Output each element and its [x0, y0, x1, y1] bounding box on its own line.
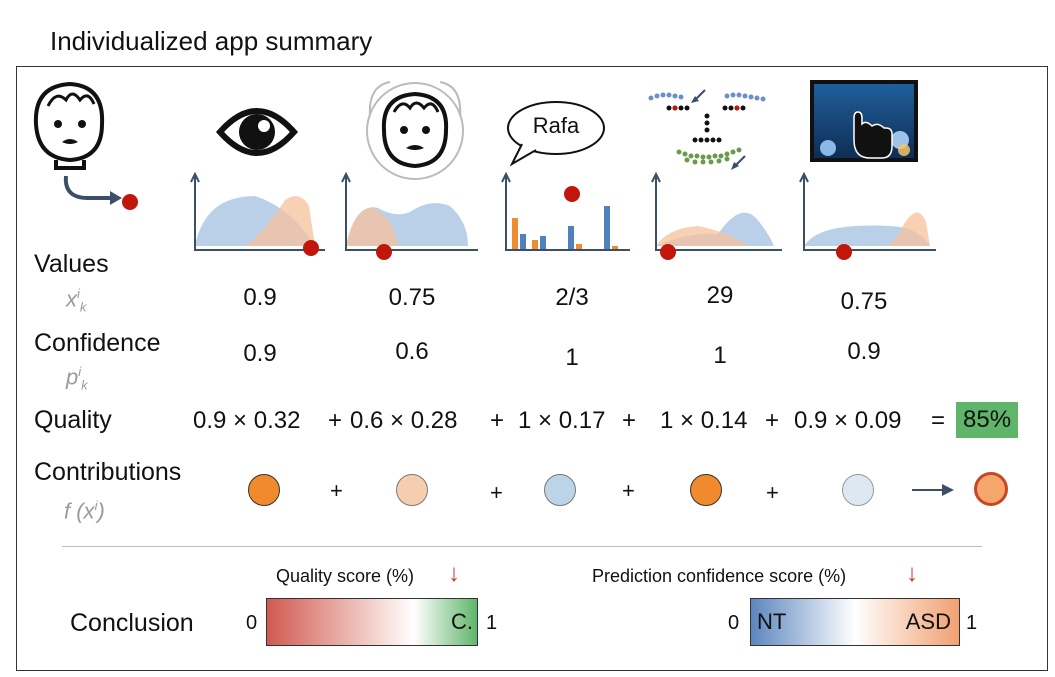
contribution-circle-4: [690, 474, 722, 506]
page-title: Individualized app summary: [50, 26, 373, 56]
quality-plus-2: +: [490, 407, 505, 434]
prediction-scale-label: Prediction confidence score (%): [592, 566, 847, 586]
contribution-circle-5: [842, 474, 874, 506]
contribution-plus-2: +: [490, 480, 503, 505]
contribution-result-circle: [974, 472, 1008, 506]
quality-scale-bar: C.: [266, 598, 478, 646]
confidence-label: Confidence: [34, 329, 161, 357]
quality-plus-3: +: [622, 407, 637, 434]
quality-term-3: 1 × 0.17: [518, 407, 606, 434]
speech-bubble: Rafa: [504, 98, 608, 167]
chart-marker: [376, 244, 392, 260]
confidence-5: 0.9: [847, 338, 881, 365]
chart-social-attention: [341, 172, 478, 260]
eye-icon: [216, 108, 298, 156]
values-label: Values: [34, 250, 109, 278]
quality-scale-max: 1: [486, 612, 498, 634]
quality-arrow-icon: ↓: [448, 560, 460, 587]
confidence-4: 1: [713, 342, 727, 369]
chart-gaze: [190, 172, 325, 256]
chart-marker: [660, 244, 676, 260]
chart-touch-game: [799, 172, 936, 260]
speech-bubble-text: Rafa: [532, 113, 580, 138]
confidence-3: 1: [565, 344, 579, 371]
face-with-distractors-icon: [366, 81, 464, 180]
contributions-label: Contributions: [34, 458, 182, 486]
confidence-1: 0.9: [243, 340, 277, 367]
contribution-circle-3: [544, 474, 576, 506]
contribution-circle-1: [248, 474, 280, 506]
chart-facial-expression: [651, 172, 782, 260]
bar-blue: [568, 226, 574, 250]
prediction-scale-min: 0: [728, 612, 740, 634]
contribution-plus-4: +: [766, 480, 779, 505]
values-symbol: xik: [66, 286, 87, 315]
quality-term-4: 1 × 0.14: [660, 407, 748, 434]
chart-name-call: [501, 172, 630, 251]
chart-marker: [836, 244, 852, 260]
prediction-scale-left-text: NT: [757, 609, 787, 634]
arrow-right-icon: [912, 484, 954, 496]
quality-plus-4: +: [765, 407, 780, 434]
contribution-plus-1: +: [330, 478, 343, 503]
bar-blue: [540, 236, 546, 250]
bar-orange: [612, 246, 618, 250]
confidence-symbol: pik: [66, 364, 88, 393]
bar-orange: [512, 218, 518, 250]
quality-term-5: 0.9 × 0.09: [794, 407, 902, 434]
chart-marker: [303, 240, 319, 256]
bar-orange: [576, 244, 582, 250]
summary-frame: [16, 66, 1048, 671]
prediction-scale-right-text: ASD: [905, 609, 951, 634]
value-5: 0.75: [840, 288, 888, 315]
quality-scale-marker: C.: [451, 609, 473, 634]
contribution-circle-2: [396, 474, 428, 506]
quality-plus-1: +: [328, 407, 343, 434]
quality-scale-label: Quality score (%): [276, 566, 415, 586]
touchscreen-game-icon: [810, 80, 918, 162]
value-3: 2/3: [555, 284, 589, 311]
quality-scale-min: 0: [246, 612, 258, 634]
quality-label: Quality: [34, 406, 112, 434]
bar-orange: [532, 240, 538, 250]
bar-blue: [604, 206, 610, 250]
value-1: 0.9: [243, 284, 277, 311]
contribution-plus-3: +: [622, 478, 635, 503]
prediction-arrow-icon: ↓: [906, 560, 918, 587]
quality-term-2: 0.6 × 0.28: [350, 407, 458, 434]
bar-blue: [520, 234, 526, 250]
value-2: 0.75: [388, 284, 436, 311]
prediction-scale-bar: NT ASD: [750, 598, 960, 646]
face-landmarks-icon: [648, 89, 766, 170]
divider: [62, 546, 982, 547]
child-face-icon: [33, 81, 138, 210]
conclusion-label: Conclusion: [70, 609, 194, 637]
chart-marker: [564, 186, 580, 202]
quality-equals: =: [931, 407, 946, 434]
contributions-symbol: f (xi): [64, 498, 105, 524]
value-marker: [122, 194, 138, 210]
quality-term-1: 0.9 × 0.32: [193, 407, 301, 434]
value-4: 29: [706, 282, 734, 309]
quality-result-badge: 85%: [956, 402, 1019, 438]
prediction-scale-max: 1: [966, 612, 978, 634]
confidence-2: 0.6: [395, 338, 429, 365]
